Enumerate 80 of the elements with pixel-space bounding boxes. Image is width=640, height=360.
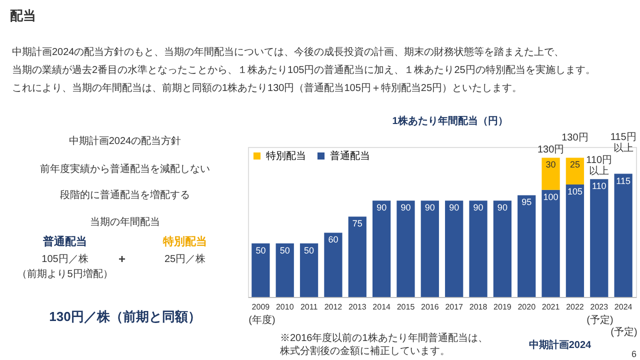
total-label: 110円以上 bbox=[586, 155, 612, 178]
text: (予定) bbox=[610, 326, 638, 338]
x-tick-label: 2017 bbox=[445, 302, 464, 312]
bar bbox=[324, 232, 342, 297]
chart-title: 1株あたり年間配当（円） bbox=[392, 115, 508, 127]
text: 特別配当 bbox=[162, 235, 207, 248]
bar bbox=[300, 243, 318, 297]
total-label: 130円 bbox=[537, 144, 564, 156]
data-label: 90 bbox=[449, 202, 460, 213]
x-tick-label: 2015 bbox=[396, 302, 416, 312]
text: (年度) bbox=[248, 314, 276, 326]
data-label: 95 bbox=[522, 197, 532, 208]
bar bbox=[566, 158, 584, 184]
data-label: 90 bbox=[376, 202, 387, 213]
legend-label: 普通配当 bbox=[330, 150, 370, 162]
x-tick-label: 2009 bbox=[252, 302, 270, 312]
data-label: 50 bbox=[256, 245, 266, 256]
bar bbox=[590, 179, 608, 297]
x-tick-label: 2018 bbox=[469, 302, 488, 312]
text: 当期の業績が過去2番目の水準となったことから、１株あたり105円の普通配当に加え、１株あたり25円の特別配当を実施します。 bbox=[12, 64, 596, 76]
text: + bbox=[118, 252, 126, 266]
x-tick-label: 2024 bbox=[614, 302, 633, 312]
bar bbox=[420, 200, 439, 297]
data-label: 90 bbox=[497, 202, 508, 213]
text: （前期より5円増配） bbox=[17, 268, 113, 280]
data-label: 30 bbox=[546, 160, 556, 170]
data-label: 90 bbox=[400, 202, 411, 213]
text: 中期計画2024の配当方針 bbox=[68, 135, 182, 147]
data-label: 25 bbox=[570, 160, 580, 170]
text: 普通配当 bbox=[42, 235, 87, 248]
x-tick-label: 2020 bbox=[518, 302, 536, 312]
text: 中期計画2024の配当方針のもと、当期の年間配当については、今後の成長投資の計画、期末の財務状態等を踏まえた上で、 bbox=[12, 46, 564, 58]
bar bbox=[445, 200, 464, 297]
bar bbox=[493, 200, 512, 297]
text: これにより、当期の年間配当は、前期と同額の1株あたり130円（普通配当105円＋特別配当25円）といたします。 bbox=[12, 82, 522, 94]
text: 中期計画2024 bbox=[528, 339, 592, 351]
bar bbox=[469, 200, 488, 297]
x-tick-label: 2016 bbox=[421, 302, 440, 312]
bar bbox=[518, 195, 536, 297]
text: 25円／株 bbox=[164, 253, 206, 265]
x-tick-label: 2012 bbox=[324, 302, 343, 312]
bar bbox=[614, 174, 632, 297]
text: 当期の年間配当 bbox=[90, 216, 160, 228]
bar bbox=[566, 184, 584, 297]
x-tick-label: 2010 bbox=[276, 302, 294, 312]
total-label: 115円以上 bbox=[610, 132, 636, 154]
legend-label: 特別配当 bbox=[266, 150, 306, 162]
bar bbox=[348, 216, 366, 297]
text: 配当 bbox=[10, 8, 36, 23]
x-tick-label: 2021 bbox=[542, 302, 560, 312]
text: 段階的に普通配当を増配する bbox=[60, 189, 190, 201]
x-tick-label: 2011 bbox=[300, 302, 318, 312]
text: 6 bbox=[631, 349, 637, 359]
bar bbox=[276, 243, 294, 297]
text: ※2016年度以前の1株あたり年間普通配当は、株式分割後の金額に補正しています。 bbox=[279, 332, 488, 357]
bar bbox=[396, 200, 415, 297]
bar bbox=[542, 158, 560, 190]
total-label: 130円 bbox=[562, 132, 588, 144]
data-label: 75 bbox=[352, 218, 362, 229]
data-label: 105 bbox=[567, 186, 582, 196]
text: 前年度実績から普通配当を減配しない bbox=[40, 163, 210, 175]
data-label: 100 bbox=[543, 192, 558, 202]
x-tick-label: 2023 bbox=[590, 302, 609, 312]
x-tick-label: 2014 bbox=[372, 302, 392, 312]
x-tick-label: 2019 bbox=[494, 302, 512, 312]
data-label: 90 bbox=[424, 202, 435, 213]
bar bbox=[542, 190, 560, 297]
data-label: 90 bbox=[473, 202, 484, 213]
data-label: 50 bbox=[280, 245, 290, 256]
data-label: 50 bbox=[304, 245, 314, 256]
x-tick-label: 2022 bbox=[566, 302, 584, 312]
text: (予定) bbox=[586, 314, 614, 326]
data-label: 110 bbox=[592, 181, 606, 192]
text: 105円／株 bbox=[42, 253, 88, 265]
x-tick-label: 2013 bbox=[348, 302, 367, 312]
text: 130円／株（前期と同額） bbox=[49, 309, 201, 324]
data-label: 115 bbox=[616, 176, 630, 186]
data-label: 60 bbox=[328, 234, 338, 245]
bar bbox=[252, 243, 270, 297]
bar bbox=[372, 200, 391, 297]
